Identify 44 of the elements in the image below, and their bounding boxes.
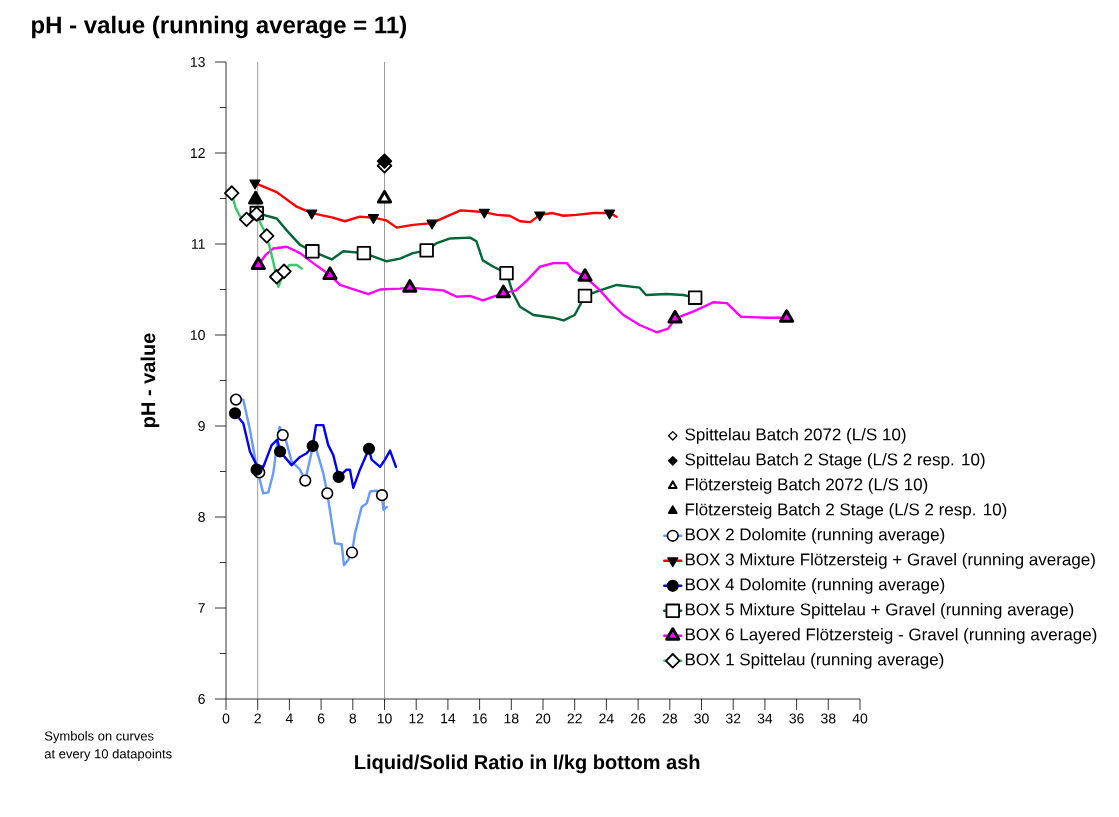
x-tick-label: 0 bbox=[222, 713, 230, 724]
x-tick-label: 24 bbox=[599, 713, 614, 724]
x-tick-label: 4 bbox=[285, 713, 293, 724]
legend-label: Spittelau Batch 2 Stage (L/S 2 resp. 10) bbox=[685, 452, 985, 469]
x-tick-label: 22 bbox=[567, 713, 582, 724]
y-tick-label: 6 bbox=[198, 694, 205, 704]
x-tick-label: 34 bbox=[757, 713, 773, 724]
legend-label: BOX 6 Layered Flötzersteig - Gravel (running average) bbox=[685, 627, 1097, 644]
text: Symbols on curves bbox=[44, 731, 154, 744]
x-tick-label: 10 bbox=[377, 713, 392, 724]
x-tick-label: 18 bbox=[504, 713, 519, 724]
x-axis-title: Liquid/Solid Ratio in l/kg bottom ash bbox=[355, 754, 700, 774]
y-tick-label: 7 bbox=[198, 603, 205, 613]
x-tick-label: 32 bbox=[725, 713, 741, 724]
legend-label: Spittelau Batch 2072 (L/S 10) bbox=[685, 427, 906, 444]
y-axis-title: pH - value bbox=[140, 333, 160, 427]
y-tick-label: 10 bbox=[190, 330, 205, 340]
x-tick-label: 14 bbox=[441, 713, 456, 724]
x-tick-label: 8 bbox=[349, 713, 357, 724]
x-tick-label: 2 bbox=[254, 713, 261, 724]
legend-label: BOX 4 Dolomite (running average) bbox=[685, 577, 945, 594]
x-tick-label: 28 bbox=[662, 713, 677, 724]
legend-label: BOX 5 Mixture Spittelau + Gravel (running average) bbox=[685, 602, 1074, 619]
y-tick-label: 11 bbox=[192, 239, 205, 249]
x-tick-label: 30 bbox=[694, 713, 709, 724]
legend-label: BOX 3 Mixture Flötzersteig + Gravel (running average) bbox=[685, 552, 1095, 569]
legend-label: Flötzersteig Batch 2072 (L/S 10) bbox=[685, 477, 928, 494]
x-tick-label: 12 bbox=[409, 713, 424, 724]
x-tick-label: 38 bbox=[821, 713, 836, 724]
y-tick-label: 13 bbox=[190, 57, 205, 67]
text: at every 10 datapoints bbox=[44, 748, 172, 761]
x-tick-label: 26 bbox=[631, 713, 646, 724]
y-tick-label: 12 bbox=[190, 148, 205, 158]
x-tick-label: 6 bbox=[317, 713, 325, 724]
x-tick-label: 36 bbox=[789, 713, 804, 724]
chart-title: pH - value (running average = 11) bbox=[32, 15, 407, 39]
x-tick-label: 40 bbox=[852, 713, 868, 724]
y-tick-label: 9 bbox=[198, 421, 205, 431]
legend-label: Flötzersteig Batch 2 Stage (L/S 2 resp. 10) bbox=[685, 502, 1007, 519]
x-tick-label: 20 bbox=[535, 713, 551, 724]
legend-label: BOX 2 Dolomite (running average) bbox=[685, 527, 945, 544]
y-tick-label: 8 bbox=[198, 512, 205, 522]
x-tick-label: 16 bbox=[472, 713, 487, 724]
legend-label: BOX 1 Spittelau (running average) bbox=[685, 652, 944, 669]
